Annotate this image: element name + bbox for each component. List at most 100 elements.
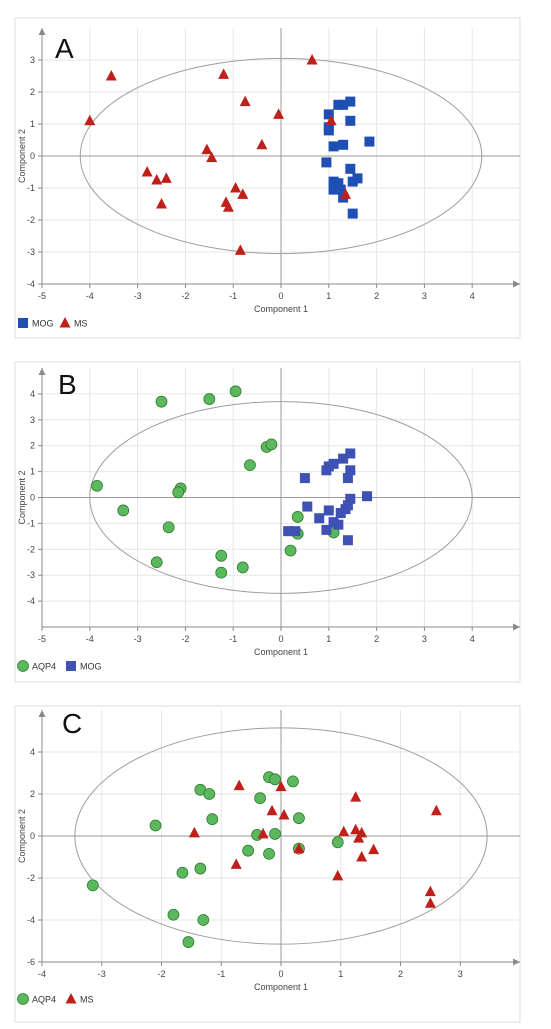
x-tick-label: -1	[229, 634, 237, 644]
data-point-aqp4	[203, 788, 216, 800]
x-tick-label: -1	[217, 969, 225, 979]
panel-label: C	[62, 708, 82, 739]
data-point-mog	[299, 473, 310, 484]
x-axis-arrow	[513, 623, 520, 631]
series-mog	[321, 96, 375, 219]
x-tick-label: -4	[38, 969, 46, 979]
data-point-ms	[230, 182, 242, 193]
data-point-aqp4	[236, 561, 249, 574]
y-tick-label: -3	[27, 247, 35, 257]
y-tick-label: -6	[27, 957, 35, 967]
x-tick-label: 0	[278, 634, 283, 644]
data-point-ms	[340, 188, 352, 199]
data-point-aqp4	[215, 566, 228, 579]
data-point-ms	[230, 858, 242, 869]
data-point-ms	[257, 827, 269, 839]
data-point-aqp4	[182, 936, 195, 948]
data-point-mog	[345, 465, 356, 476]
data-point-aqp4	[291, 511, 304, 523]
y-tick-label: -3	[27, 570, 35, 580]
data-point-mog	[323, 109, 334, 120]
y-tick-label: -4	[27, 279, 35, 289]
data-point-aqp4	[215, 549, 228, 562]
panel-frame	[14, 17, 521, 339]
data-point-aqp4	[162, 521, 175, 534]
x-tick-label: 2	[374, 634, 379, 644]
data-point-ms	[84, 114, 96, 126]
data-point-aqp4	[194, 862, 207, 875]
data-point-ms	[188, 826, 200, 838]
data-point-aqp4	[269, 773, 281, 786]
data-point-ms	[239, 95, 251, 107]
data-point-mog	[338, 139, 349, 150]
y-tick-label: -2	[27, 544, 35, 554]
data-point-ms	[234, 244, 246, 255]
panel-b: -5 -4 -3 -2 -1 0 1 2 3 4 -4 -3 -2 -1 0 1 2 3 4 Component 1 C…	[14, 361, 521, 683]
data-point-aqp4	[242, 844, 255, 857]
data-point-ms	[353, 832, 365, 843]
y-tick-label: 0	[30, 493, 35, 503]
legend-label: MS	[80, 995, 94, 1005]
x-tick-label: 3	[422, 291, 427, 301]
y-tick-label: 3	[30, 415, 35, 425]
data-point-mog	[342, 473, 353, 484]
data-point-aqp4	[244, 459, 256, 472]
y-tick-label: 4	[30, 747, 35, 757]
x-tick-label: 3	[422, 634, 427, 644]
series-mog	[283, 448, 373, 546]
data-point-ms	[160, 172, 172, 183]
legend-label: AQP4	[32, 662, 56, 672]
data-point-mog	[290, 526, 301, 537]
data-point-ms	[222, 201, 234, 212]
y-tick-label: -1	[27, 183, 35, 193]
x-tick-label: 4	[470, 291, 475, 301]
data-point-ms	[275, 780, 287, 792]
legend-label: MOG	[80, 662, 102, 672]
data-point-aqp4	[287, 775, 299, 788]
legend: AQP4 MOG	[17, 660, 102, 672]
data-point-aqp4	[197, 914, 210, 926]
legend-circle-icon	[17, 660, 29, 672]
x-tick-label: 4	[470, 634, 475, 644]
x-tick-label: -3	[134, 634, 142, 644]
data-point-mog	[321, 157, 332, 168]
data-point-aqp4	[91, 479, 103, 492]
data-point-mog	[335, 184, 346, 195]
data-point-aqp4	[86, 879, 99, 892]
x-tick-label: -3	[134, 291, 142, 301]
data-point-mog	[347, 208, 358, 219]
legend-square-icon	[18, 318, 28, 328]
data-point-mog	[321, 524, 332, 535]
x-axis-title: Component 1	[254, 982, 308, 992]
data-point-ms	[105, 70, 117, 81]
series-ms	[188, 779, 442, 908]
x-axis-title: Component 1	[254, 647, 308, 657]
data-point-ms	[266, 804, 278, 816]
x-axis-arrow	[513, 280, 520, 288]
data-point-ms	[424, 897, 436, 908]
data-point-ms	[156, 198, 167, 209]
x-tick-label: 0	[278, 969, 283, 979]
data-point-aqp4	[293, 812, 305, 825]
data-point-aqp4	[150, 556, 163, 569]
data-point-ms	[273, 108, 285, 119]
data-point-ms	[325, 114, 337, 126]
data-point-aqp4	[269, 828, 281, 840]
legend-square-icon	[66, 661, 76, 671]
y-tick-label: 3	[30, 55, 35, 65]
data-point-aqp4	[176, 866, 189, 879]
data-point-ms	[233, 779, 245, 791]
x-tick-label: -4	[86, 634, 94, 644]
data-point-ms	[206, 151, 218, 163]
legend-triangle-icon	[65, 993, 77, 1004]
y-tick-label: -2	[27, 215, 35, 225]
series-ms	[84, 54, 352, 255]
panel-frame	[14, 705, 521, 1023]
y-tick-label: 2	[30, 789, 35, 799]
x-axis-arrow	[513, 958, 520, 966]
y-tick-label: 1	[30, 467, 35, 477]
data-point-ms	[350, 791, 362, 802]
x-tick-label: 3	[458, 969, 463, 979]
data-point-mog	[321, 465, 332, 476]
data-point-ms	[256, 138, 268, 150]
